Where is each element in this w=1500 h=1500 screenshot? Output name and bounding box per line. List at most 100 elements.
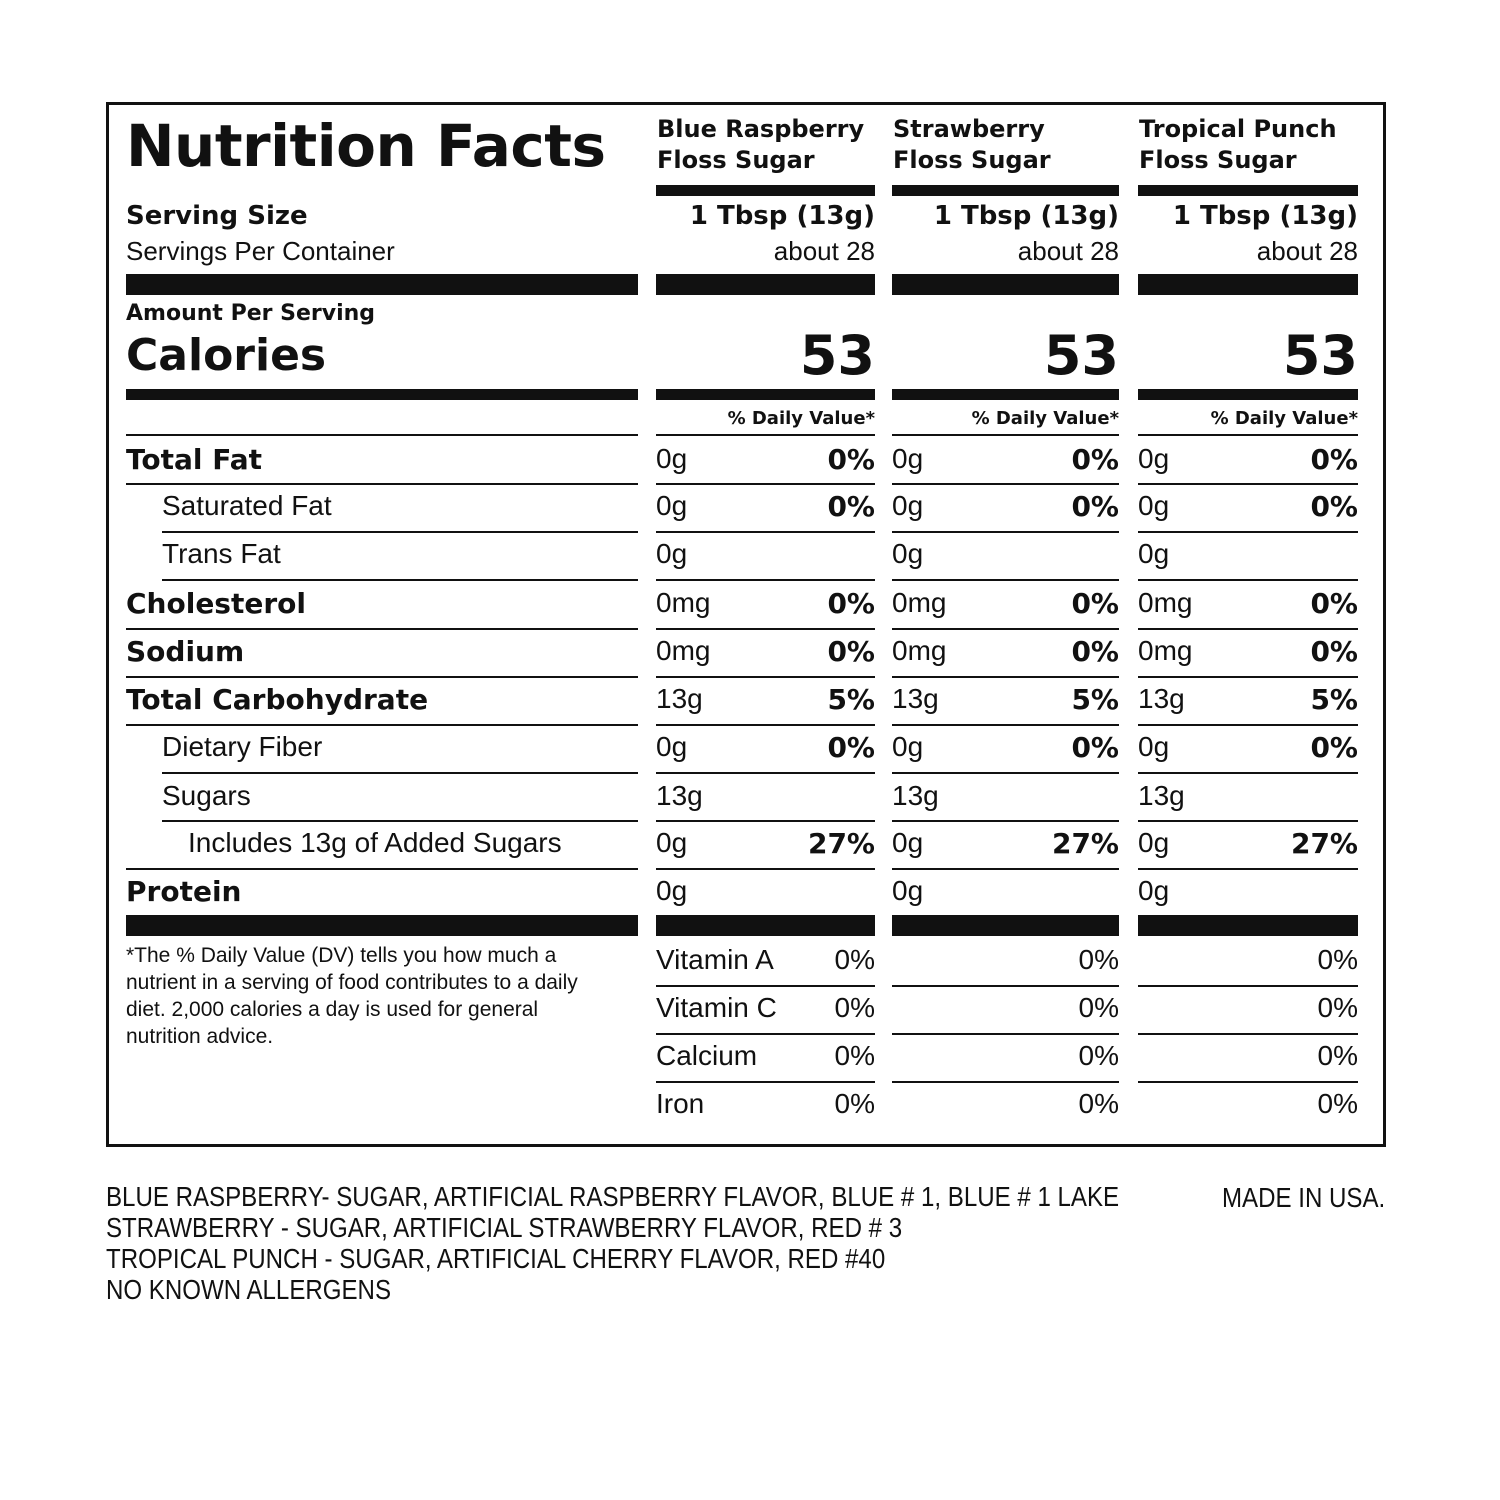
product-name-line1: Blue Raspberry xyxy=(657,115,865,143)
nutrient-amount: 13g xyxy=(892,683,939,714)
nutrient-amount: 0g xyxy=(1138,875,1170,906)
nutrient-divider xyxy=(162,820,638,822)
vitamin-daily-value: 0% xyxy=(1317,992,1358,1023)
product-divider xyxy=(656,531,875,533)
nutrient-amount: 0g xyxy=(656,731,688,762)
nutrient-amount: 0g xyxy=(1138,490,1170,521)
product-divider xyxy=(1138,483,1358,485)
vitamin-daily-value: 0% xyxy=(1078,992,1119,1023)
product-thick-rule-2 xyxy=(656,915,875,936)
nutrient-label: Saturated Fat xyxy=(162,490,332,521)
vitamin-divider xyxy=(892,1033,1119,1035)
product-name-line1: Tropical Punch xyxy=(1139,115,1337,143)
nutrient-amount: 13g xyxy=(1138,780,1185,811)
product-divider xyxy=(1138,868,1358,870)
vitamin-divider xyxy=(656,1033,875,1035)
nutrient-amount: 0mg xyxy=(892,635,947,666)
nutrient-divider xyxy=(126,628,638,630)
vitamin-daily-value: 0% xyxy=(1317,944,1358,975)
nutrient-amount: 0g xyxy=(656,538,688,569)
product-divider xyxy=(656,483,875,485)
product-divider xyxy=(892,724,1119,726)
product-name-line2: Floss Sugar xyxy=(657,146,815,174)
product-divider xyxy=(1138,724,1358,726)
ingredient-line: NO KNOWN ALLERGENS xyxy=(106,1274,392,1305)
nutrient-daily-value: 0% xyxy=(1310,635,1358,668)
nutrient-amount: 0g xyxy=(1138,731,1170,762)
product-divider xyxy=(656,820,875,822)
thick-rule-left-2 xyxy=(126,915,638,936)
nutrient-amount: 0g xyxy=(656,490,688,521)
nutrient-amount: 13g xyxy=(1138,683,1185,714)
nutrient-daily-value: 5% xyxy=(1071,683,1119,716)
nutrient-label: Total Carbohydrate xyxy=(126,683,429,716)
nutrient-daily-value: 27% xyxy=(1051,827,1119,860)
product-serving-size: 1 Tbsp (13g) xyxy=(1172,201,1358,231)
vitamin-divider xyxy=(892,985,1119,987)
vitamin-label: Vitamin C xyxy=(656,992,777,1023)
nutrient-daily-value: 0% xyxy=(1310,443,1358,476)
nutrient-daily-value: 0% xyxy=(1071,443,1119,476)
product-rule-top xyxy=(892,434,1119,436)
nutrient-daily-value: 0% xyxy=(827,587,875,620)
product-medium-rule xyxy=(656,389,875,400)
daily-value-header: % Daily Value* xyxy=(971,408,1119,429)
product-divider xyxy=(656,628,875,630)
nutrient-amount: 13g xyxy=(656,683,703,714)
nutrient-amount: 0g xyxy=(892,490,924,521)
vitamin-daily-value: 0% xyxy=(1317,1088,1358,1119)
nutrient-label: Dietary Fiber xyxy=(162,731,323,762)
nutrient-label: Trans Fat xyxy=(162,538,281,569)
product-divider xyxy=(1138,579,1358,581)
vitamin-daily-value: 0% xyxy=(834,944,875,975)
nutrient-divider xyxy=(162,531,638,533)
nutrient-daily-value: 27% xyxy=(807,827,875,860)
vitamin-label: Calcium xyxy=(656,1040,758,1071)
nutrient-amount: 13g xyxy=(656,780,703,811)
vitamin-divider xyxy=(656,1081,875,1083)
nutrient-amount: 0mg xyxy=(892,587,947,618)
product-servings: about 28 xyxy=(1256,236,1358,266)
nutrient-amount: 0g xyxy=(892,875,924,906)
nutrient-divider xyxy=(162,772,638,774)
nutrient-label: Sodium xyxy=(126,635,245,668)
amount-per-serving-label: Amount Per Serving xyxy=(126,301,376,326)
nutrient-daily-value: 0% xyxy=(1071,731,1119,764)
product-rule-top xyxy=(656,434,875,436)
ingredient-line: STRAWBERRY - SUGAR, ARTIFICIAL STRAWBERR… xyxy=(106,1212,903,1243)
nutrient-amount: 0g xyxy=(892,443,924,474)
nutrient-amount: 0mg xyxy=(1138,635,1193,666)
product-header-rule xyxy=(892,185,1119,196)
vitamin-label: Iron xyxy=(656,1088,705,1119)
nutrient-amount: 0mg xyxy=(656,587,711,618)
vitamin-daily-value: 0% xyxy=(1317,1040,1358,1071)
nutrient-divider xyxy=(126,724,638,726)
product-divider xyxy=(656,772,875,774)
vitamin-divider xyxy=(656,985,875,987)
product-thick-rule-2 xyxy=(892,915,1119,936)
nutrient-daily-value: 5% xyxy=(827,683,875,716)
nutrient-amount: 0g xyxy=(1138,443,1170,474)
nutrient-amount: 13g xyxy=(892,780,939,811)
calories-label: Calories xyxy=(126,330,327,381)
ingredient-line: TROPICAL PUNCH - SUGAR, ARTIFICIAL CHERR… xyxy=(106,1243,886,1274)
product-calories: 53 xyxy=(799,324,875,387)
rule-left-top xyxy=(126,434,638,436)
nutrient-daily-value: 0% xyxy=(827,635,875,668)
daily-value-header: % Daily Value* xyxy=(1210,408,1358,429)
nutrient-amount: 0mg xyxy=(656,635,711,666)
nutrition-facts-title: Nutrition Facts xyxy=(126,112,606,180)
nutrient-divider xyxy=(162,579,638,581)
product-divider xyxy=(656,676,875,678)
product-divider xyxy=(1138,820,1358,822)
nutrient-label: Sugars xyxy=(162,780,251,811)
serving-size-label: Serving Size xyxy=(126,201,308,231)
nutrient-label: Cholesterol xyxy=(126,587,306,620)
product-medium-rule xyxy=(1138,389,1358,400)
product-name-line1: Strawberry xyxy=(893,115,1045,143)
nutrient-amount: 0g xyxy=(892,731,924,762)
product-divider xyxy=(656,868,875,870)
product-calories: 53 xyxy=(1043,324,1119,387)
nutrient-daily-value: 5% xyxy=(1310,683,1358,716)
product-header-rule xyxy=(656,185,875,196)
